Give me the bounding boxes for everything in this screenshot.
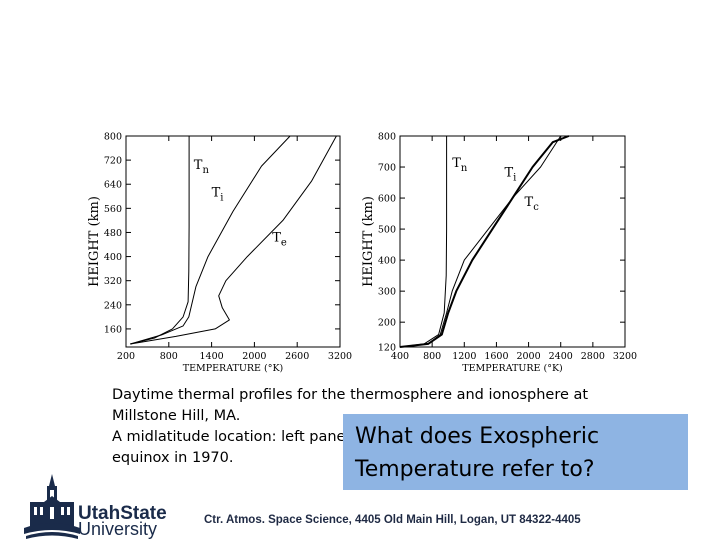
- y-tick-label: 480: [104, 228, 122, 239]
- y-tick-label: 240: [104, 300, 122, 311]
- x-tick-label: 2600: [285, 351, 309, 362]
- y-tick-label: 800: [378, 132, 396, 143]
- y-tick-label: 600: [378, 194, 396, 205]
- callout-line-2: Temperature refer to?: [355, 457, 595, 482]
- y-tick-label: 400: [378, 256, 396, 267]
- caption-line-2: Millstone Hill, MA.: [112, 408, 241, 424]
- x-tick-label: 1600: [484, 351, 508, 362]
- y-tick-label: 300: [378, 287, 396, 298]
- y-tick-label: 640: [104, 180, 122, 191]
- x-tick-label: 800: [160, 351, 178, 362]
- curve-label-ti: Ti: [504, 165, 516, 183]
- y-tick-label: 200: [378, 318, 396, 329]
- y-tick-label: 800: [104, 132, 122, 143]
- series-line-te: [130, 135, 337, 345]
- university-logo: [22, 472, 192, 540]
- x-tick-label: 1200: [452, 351, 476, 362]
- y-tick-label: 500: [378, 225, 396, 236]
- y-tick-label: 160: [104, 324, 122, 335]
- x-tick-label: 200: [117, 351, 135, 362]
- x-tick-label: 3200: [328, 351, 352, 362]
- x-tick-label: 2800: [581, 351, 605, 362]
- callout-line-1: What does Exospheric: [355, 424, 600, 449]
- y-tick-label: 320: [104, 276, 122, 287]
- plot-frame: [399, 135, 626, 348]
- series-line-te: [399, 135, 570, 348]
- logo-wordmark-line-2: University: [78, 519, 158, 539]
- plot-frame: [125, 135, 341, 348]
- y-tick-label: 120: [378, 343, 396, 354]
- x-axis-label: TEMPERATURE (°K): [462, 363, 563, 374]
- logo-wordmark-line-1: UtahState: [78, 503, 167, 524]
- y-tick-label: 560: [104, 204, 122, 215]
- series-line-ti: [399, 135, 562, 348]
- right-chart-svg: 400 800 1200 1600 2000 2400 2800 3200 120 200 300 4…: [361, 132, 637, 375]
- curve-label-te: Te: [272, 231, 287, 249]
- x-tick-label: 2400: [549, 351, 573, 362]
- y-tick-label: 720: [104, 156, 122, 167]
- caption-line-1: Daytime thermal profiles for the thermos…: [112, 387, 589, 403]
- caption-line-4: equinox in 1970.: [112, 450, 234, 466]
- x-tick-label: 2000: [242, 351, 266, 362]
- curve-label-tn: Tn: [194, 158, 210, 176]
- x-tick-label: 3200: [613, 351, 637, 362]
- x-axis-label: TEMPERATURE (°K): [183, 363, 284, 374]
- question-callout: What does Exospheric Temperature refer t…: [343, 414, 688, 490]
- caption-line-3: A midlatitude location: left panel: [112, 429, 350, 445]
- x-tick-label: 400: [391, 351, 409, 362]
- series-line-ti: [130, 135, 291, 345]
- figure-caption: Daytime thermal profiles for the thermos…: [112, 385, 632, 469]
- left-chart: 200 800 1400 2000 2600 3200 160 240 320 400 480 560…: [84, 127, 354, 377]
- series-line-tn: [130, 136, 190, 345]
- y-tick-label: 700: [378, 163, 396, 174]
- curve-label-ti: Ti: [212, 185, 224, 203]
- x-tick-label: 2000: [516, 351, 540, 362]
- curve-label-tn: Tn: [452, 156, 468, 174]
- x-tick-label: 800: [423, 351, 441, 362]
- footer-address: Ctr. Atmos. Space Science, 4405 Old Main…: [204, 514, 581, 526]
- x-tick-label: 1400: [200, 351, 224, 362]
- left-chart-svg: 200 800 1400 2000 2600 3200 160 240 320 400 480 560…: [87, 132, 352, 375]
- old-main-building-icon: [24, 474, 80, 539]
- curve-label-tc: Tc: [525, 195, 540, 213]
- right-chart: 400 800 1200 1600 2000 2400 2800 3200 120 200 300 4…: [360, 127, 637, 377]
- y-axis-label: HEIGHT (km): [87, 196, 102, 287]
- y-tick-label: 400: [104, 252, 122, 263]
- y-axis-label: HEIGHT (km): [361, 196, 376, 287]
- series-line-tn: [399, 136, 448, 348]
